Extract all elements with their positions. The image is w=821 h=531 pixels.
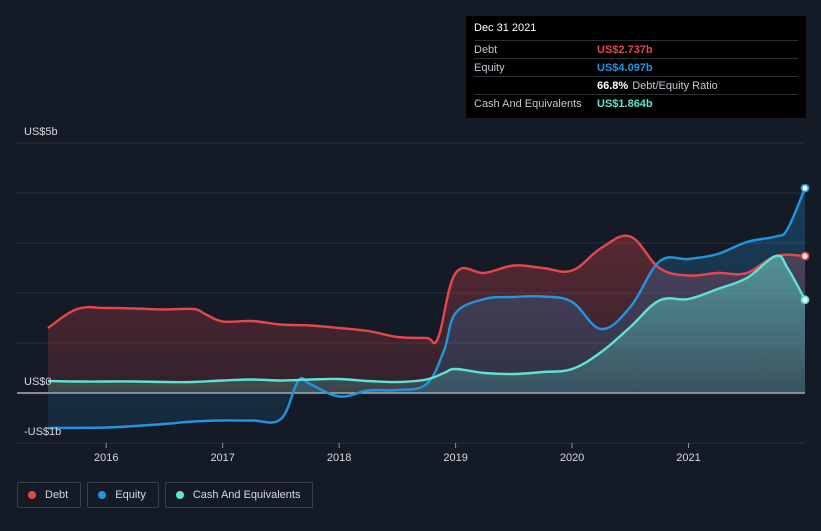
y-tick-label: US$0 [24, 376, 52, 388]
legend-dot-icon [98, 491, 107, 499]
legend-item-debt[interactable]: Debt [17, 482, 82, 508]
tooltip-label: Debt [474, 43, 498, 56]
tooltip-row-equity: Equity US$4.097b [474, 58, 798, 76]
series-line-debt [47, 234, 806, 345]
end-point-cash [800, 295, 810, 305]
tooltip-value-ratio: 66.8% [597, 79, 629, 92]
tooltip-row-cash: Cash And Equivalents US$1.864b [474, 94, 798, 112]
area-cash [48, 255, 805, 393]
legend-label: Equity [115, 489, 146, 501]
tooltip-panel: Dec 31 2021 Debt US$2.737b Equity US$4.0… [466, 16, 806, 118]
y-tick-label: US$5b [24, 126, 58, 138]
legend-label: Debt [45, 489, 69, 501]
tooltip-date: Dec 31 2021 [474, 22, 537, 34]
x-tick-label: 2019 [443, 452, 467, 464]
x-tick-label: 2018 [327, 452, 351, 464]
legend-item-equity[interactable]: Equity [87, 482, 159, 508]
x-tick-label: 2016 [94, 452, 118, 464]
legend-item-cash[interactable]: Cash And Equivalents [164, 482, 314, 508]
tooltip-label: Equity [474, 61, 505, 74]
tooltip-value-equity: US$4.097b [597, 61, 653, 74]
end-point-debt [800, 251, 810, 261]
series-line-cash [47, 254, 807, 384]
x-tick-label: 2020 [560, 452, 584, 464]
legend: Debt Equity Cash And Equivalents [17, 482, 314, 508]
series-line-equity [47, 187, 807, 430]
tooltip-row-ratio: 66.8% Debt/Equity Ratio [474, 76, 798, 94]
x-tick-label: 2017 [210, 452, 234, 464]
tooltip-label: Cash And Equivalents [474, 97, 582, 110]
tooltip-ratio-label: Debt/Equity Ratio [632, 79, 718, 92]
legend-label: Cash And Equivalents [192, 489, 301, 501]
x-tick-label: 2021 [676, 452, 700, 464]
tooltip-value-debt: US$2.737b [597, 43, 653, 56]
tooltip-row-debt: Debt US$2.737b [474, 40, 798, 58]
y-tick-label: -US$1b [24, 426, 61, 438]
end-point-equity [800, 183, 810, 193]
legend-dot-icon [28, 491, 36, 499]
legend-dot-icon [175, 491, 184, 499]
tooltip-value-cash: US$1.864b [597, 97, 653, 110]
